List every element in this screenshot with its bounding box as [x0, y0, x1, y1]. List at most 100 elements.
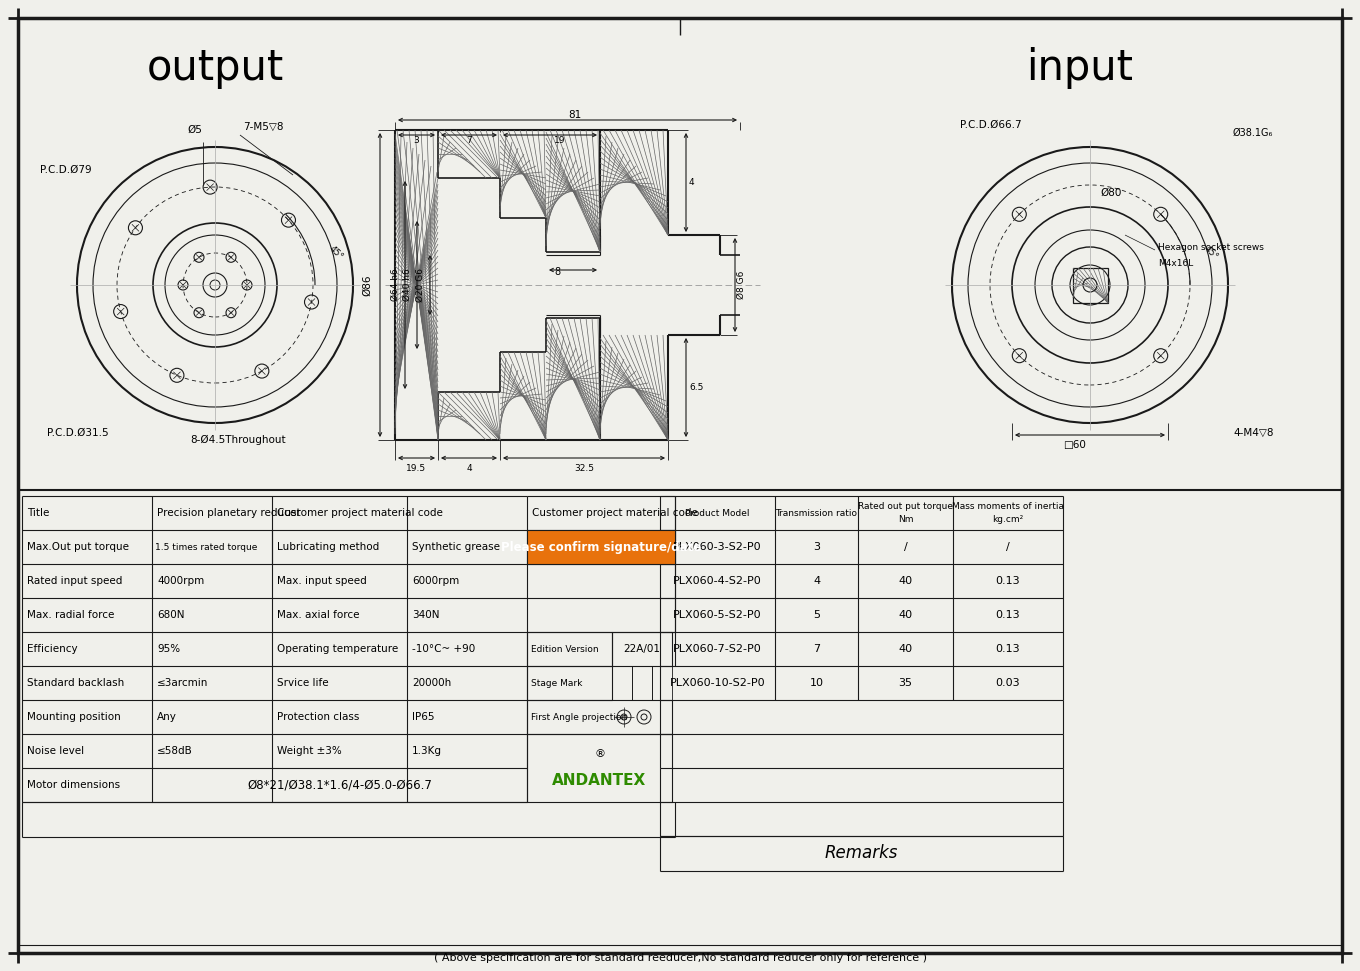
Text: Motor dimensions: Motor dimensions — [27, 780, 120, 790]
Text: PLX060-5-S2-P0: PLX060-5-S2-P0 — [673, 610, 762, 620]
Bar — [612, 632, 672, 666]
Text: Ø64 h6: Ø64 h6 — [392, 269, 400, 301]
Text: ANDANTEX: ANDANTEX — [552, 773, 646, 787]
Bar — [1073, 268, 1108, 303]
Bar — [632, 666, 651, 700]
Text: 1.3Kg: 1.3Kg — [412, 746, 442, 756]
Text: 6000rpm: 6000rpm — [412, 576, 460, 586]
Text: 1.5 times rated torque: 1.5 times rated torque — [155, 543, 257, 552]
Text: Please confirm signature/date: Please confirm signature/date — [500, 541, 702, 553]
Bar — [528, 666, 612, 700]
Text: PLX060-10-S2-P0: PLX060-10-S2-P0 — [669, 678, 766, 688]
Text: kg.cm²: kg.cm² — [993, 515, 1024, 523]
Bar — [528, 734, 672, 802]
Text: Efficiency: Efficiency — [27, 644, 78, 654]
Bar — [528, 530, 675, 564]
Text: Ø5: Ø5 — [188, 125, 203, 135]
Text: 19.5: 19.5 — [407, 463, 427, 473]
Text: Standard backlash: Standard backlash — [27, 678, 124, 688]
Bar — [528, 632, 612, 666]
Text: Ø38.1G₆: Ø38.1G₆ — [1234, 128, 1273, 138]
Text: 32.5: 32.5 — [574, 463, 594, 473]
Text: 40: 40 — [899, 576, 913, 586]
Text: 7: 7 — [466, 136, 472, 145]
Text: Ø40 h6: Ø40 h6 — [403, 269, 412, 301]
Text: Ø80: Ø80 — [1100, 188, 1122, 198]
Text: Stage Mark: Stage Mark — [530, 679, 582, 687]
Text: 6.5: 6.5 — [690, 383, 703, 392]
Text: ( Above specification are for standard reeducer,No standard reducer only for ref: ( Above specification are for standard r… — [434, 953, 926, 963]
Text: Max. axial force: Max. axial force — [277, 610, 359, 620]
Text: Remarks: Remarks — [824, 845, 898, 862]
Text: 8-Ø4.5Throughout: 8-Ø4.5Throughout — [190, 435, 286, 445]
Text: 10: 10 — [809, 678, 824, 688]
Text: output: output — [147, 47, 284, 89]
Text: Mounting position: Mounting position — [27, 712, 121, 722]
Bar — [528, 700, 672, 734]
Text: M4x16L: M4x16L — [1157, 258, 1193, 267]
Text: ®: ® — [594, 750, 605, 759]
Text: 35: 35 — [899, 678, 913, 688]
Text: 20000h: 20000h — [412, 678, 452, 688]
Text: Srvice life: Srvice life — [277, 678, 329, 688]
Text: 5: 5 — [813, 610, 820, 620]
Text: ≤58dB: ≤58dB — [156, 746, 193, 756]
Text: Ø8 G6: Ø8 G6 — [737, 271, 747, 299]
Text: PLX060-3-S2-P0: PLX060-3-S2-P0 — [673, 542, 762, 552]
Text: Synthetic grease: Synthetic grease — [412, 542, 500, 552]
Text: First Angle projection: First Angle projection — [530, 713, 627, 721]
Text: Transmission ratio: Transmission ratio — [775, 509, 858, 518]
Text: 40: 40 — [899, 644, 913, 654]
Text: Hexagon socket screws: Hexagon socket screws — [1157, 243, 1263, 251]
Text: Operating temperature: Operating temperature — [277, 644, 398, 654]
Text: /: / — [903, 542, 907, 552]
Text: 4000rpm: 4000rpm — [156, 576, 204, 586]
Text: 45°: 45° — [1202, 244, 1220, 262]
Text: Noise level: Noise level — [27, 746, 84, 756]
Text: Nm: Nm — [898, 515, 914, 523]
Text: 4: 4 — [466, 463, 472, 473]
Text: Rated input speed: Rated input speed — [27, 576, 122, 586]
Text: 340N: 340N — [412, 610, 439, 620]
Text: 4: 4 — [813, 576, 820, 586]
Text: Product Model: Product Model — [685, 509, 749, 518]
Text: Ø8*21/Ø38.1*1.6/4-Ø5.0-Ø66.7: Ø8*21/Ø38.1*1.6/4-Ø5.0-Ø66.7 — [248, 779, 432, 791]
Text: Any: Any — [156, 712, 177, 722]
Text: 45°: 45° — [326, 244, 344, 262]
Text: input: input — [1027, 47, 1133, 89]
Text: Max.Out put torque: Max.Out put torque — [27, 542, 129, 552]
Text: Title: Title — [27, 508, 49, 518]
Text: 3: 3 — [413, 136, 419, 145]
Text: 0.13: 0.13 — [996, 610, 1020, 620]
Text: Customer project material code: Customer project material code — [532, 508, 698, 518]
Text: -10°C~ +90: -10°C~ +90 — [412, 644, 475, 654]
Text: Ø86: Ø86 — [362, 274, 373, 296]
Bar — [651, 666, 672, 700]
Text: IP65: IP65 — [412, 712, 434, 722]
Text: Weight ±3%: Weight ±3% — [277, 746, 341, 756]
Text: Ø20 G6: Ø20 G6 — [416, 268, 424, 302]
Bar — [612, 666, 632, 700]
Text: 4-M4▽8: 4-M4▽8 — [1234, 428, 1273, 438]
Text: Precision planetary reducer: Precision planetary reducer — [156, 508, 301, 518]
Text: 4: 4 — [690, 178, 695, 187]
Text: 680N: 680N — [156, 610, 185, 620]
Text: 81: 81 — [568, 110, 582, 120]
Text: PLX060-7-S2-P0: PLX060-7-S2-P0 — [673, 644, 762, 654]
Text: 95%: 95% — [156, 644, 180, 654]
Text: ≤3arcmin: ≤3arcmin — [156, 678, 208, 688]
Text: Max. input speed: Max. input speed — [277, 576, 367, 586]
Text: 3: 3 — [813, 542, 820, 552]
Text: 22A/01: 22A/01 — [623, 644, 661, 654]
Text: /: / — [1006, 542, 1010, 552]
Text: Max. radial force: Max. radial force — [27, 610, 114, 620]
Text: □60: □60 — [1064, 440, 1087, 450]
Text: P.C.D.Ø31.5: P.C.D.Ø31.5 — [48, 428, 109, 438]
Text: 40: 40 — [899, 610, 913, 620]
Text: Protection class: Protection class — [277, 712, 359, 722]
Text: PLX060-4-S2-P0: PLX060-4-S2-P0 — [673, 576, 762, 586]
Text: 0.03: 0.03 — [996, 678, 1020, 688]
Text: 0.13: 0.13 — [996, 576, 1020, 586]
Text: Edition Version: Edition Version — [530, 645, 598, 653]
Text: 19: 19 — [555, 136, 566, 145]
